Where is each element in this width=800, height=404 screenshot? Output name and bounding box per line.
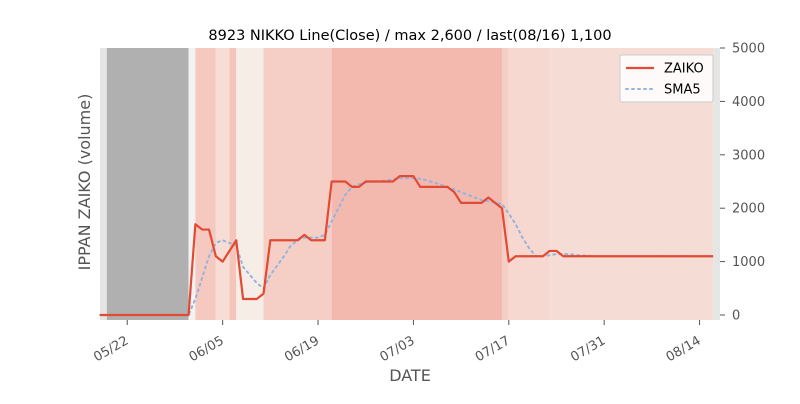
- x-tick-label: 07/31: [568, 333, 608, 365]
- background-band: [215, 48, 230, 320]
- x-tick-label: 05/22: [91, 333, 131, 365]
- background-band: [106, 48, 189, 320]
- legend-label: SMA5: [664, 83, 701, 98]
- x-tick-label: 07/03: [377, 333, 417, 365]
- y-tick-label: 2000: [732, 202, 765, 217]
- series-lines: [99, 175, 715, 317]
- legend: ZAIKO SMA5: [619, 54, 714, 103]
- series-line-sma5: [99, 177, 715, 316]
- y-axis: 0 1000 2000 3000 4000 5000: [720, 42, 765, 324]
- background-band: [508, 48, 550, 320]
- x-axis-label: DATE: [389, 366, 431, 385]
- background-band: [195, 48, 216, 320]
- legend-box: [619, 54, 714, 103]
- background-band: [713, 48, 720, 320]
- y-tick-label: 1000: [732, 255, 765, 270]
- x-axis: 05/22 06/05 06/19 07/03 07/17 07/31 08/14: [91, 320, 704, 365]
- y-axis-label: IPPAN ZAIKO (volume): [75, 94, 94, 271]
- background-band: [188, 48, 196, 320]
- background-band: [100, 48, 107, 320]
- background-band: [331, 48, 502, 320]
- y-tick-label: 3000: [732, 148, 765, 163]
- x-tick-label: 08/14: [664, 333, 704, 365]
- y-tick-label: 4000: [732, 95, 765, 110]
- background-band: [263, 48, 332, 320]
- series-line-zaiko: [100, 175, 714, 317]
- legend-label: ZAIKO: [664, 62, 704, 77]
- x-tick-label: 06/05: [187, 333, 227, 365]
- y-tick-label: 0: [732, 309, 740, 324]
- x-tick-label: 07/17: [473, 333, 513, 365]
- y-tick-label: 5000: [732, 42, 765, 57]
- background-band: [229, 48, 237, 320]
- chart-title: 8923 NIKKO Line(Close) / max 2,600 / las…: [208, 28, 611, 44]
- x-tick-label: 06/19: [282, 333, 322, 365]
- background-band: [501, 48, 509, 320]
